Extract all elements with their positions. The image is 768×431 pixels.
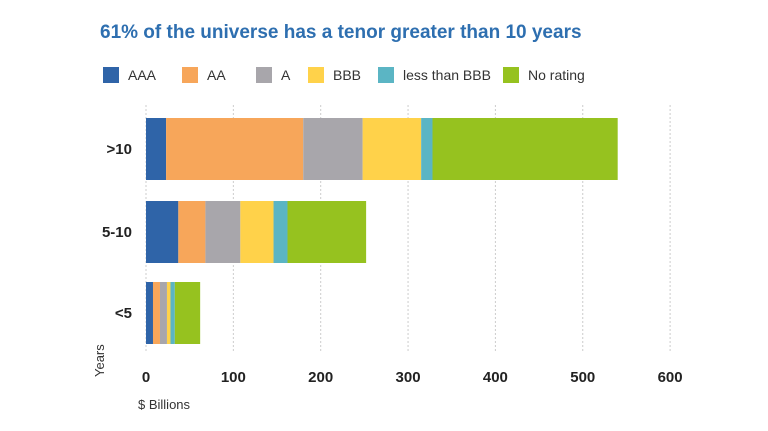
x-tick-label: 0 [142,369,150,386]
bar-segment [432,118,618,180]
x-tick-label: 100 [221,369,246,386]
legend-label: AA [207,67,226,83]
legend-swatch [256,67,272,83]
x-tick-label: 500 [570,369,595,386]
bar-segment [205,201,241,263]
bar-segment [146,282,153,344]
x-tick-label: 600 [658,369,683,386]
bar-segment [159,282,167,344]
chart-title: 61% of the universe has a tenor greater … [100,22,582,43]
x-axis-ticks: 0 100 200 300 400 500 600 [142,369,683,386]
bar-segment [178,201,206,263]
bar-segment [166,118,304,180]
legend-label: BBB [333,67,361,83]
y-axis-label: Years [92,344,107,377]
category-label: >10 [107,141,132,158]
legend-swatch [503,67,519,83]
category-label: 5-10 [102,224,132,241]
category-labels: >10 5-10 <5 [102,141,132,322]
bar-segment [240,201,274,263]
bar-segment [146,201,179,263]
bars [146,118,618,344]
bar-segment [303,118,363,180]
x-tick-label: 300 [396,369,421,386]
legend-label: No rating [528,67,585,83]
category-label: <5 [115,305,132,322]
legend-swatch [308,67,324,83]
bar-segment [166,282,171,344]
x-tick-label: 200 [308,369,333,386]
legend-label: less than BBB [403,67,491,83]
bar-segment [170,282,175,344]
legend-label: AAA [128,67,157,83]
bar-segment [146,118,167,180]
bar-segment [152,282,160,344]
bar-segment [362,118,422,180]
bar-segment [174,282,201,344]
x-tick-label: 400 [483,369,508,386]
legend-swatch [103,67,119,83]
bar-segment [273,201,288,263]
legend-swatch [182,67,198,83]
bar-segment [287,201,367,263]
legend-swatch [378,67,394,83]
legend-label: A [281,67,291,83]
x-axis-label: $ Billions [138,397,191,412]
bar-segment [421,118,433,180]
legend: AAA AA A BBB less than BBB No rating [103,67,585,83]
